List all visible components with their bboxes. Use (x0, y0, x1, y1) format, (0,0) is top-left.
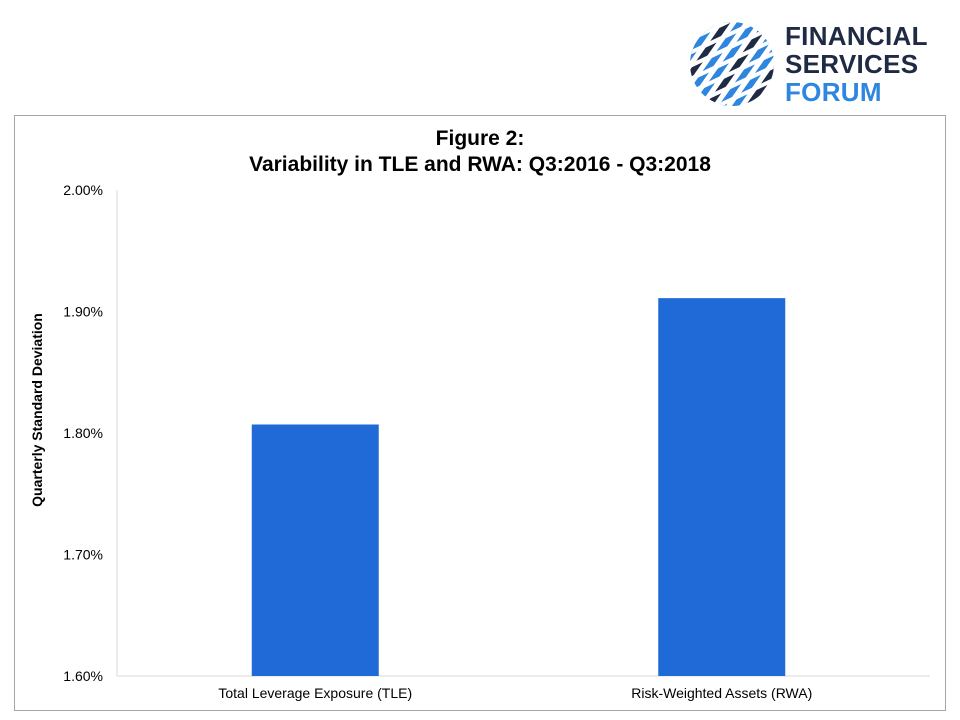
y-tick-label: 1.60% (63, 668, 103, 684)
y-tick-labels: 1.60% 1.70% 1.80% 1.90% 2.00% (63, 182, 103, 684)
x-tick-labels: Total Leverage Exposure (TLE) Risk-Weight… (218, 685, 812, 701)
logo-wordmark: FINANCIAL SERVICES FORUM (785, 22, 928, 106)
chart-axes (116, 190, 930, 677)
logo-line-services: SERVICES (785, 49, 919, 79)
y-axis-label: Quarterly Standard Deviation (29, 313, 45, 507)
y-tick-label: 2.00% (63, 182, 103, 198)
chart-title-line-1: Figure 2: (435, 127, 525, 150)
bar-1 (251, 424, 379, 676)
y-tick-label: 1.70% (63, 547, 103, 563)
chart-title-line-2: Variability in TLE and RWA: Q3:2016 - Q3… (249, 153, 711, 176)
financial-services-forum-logo: FINANCIAL SERVICES FORUM (688, 20, 948, 110)
bar-2 (658, 298, 786, 676)
chart-title: Figure 2: Variability in TLE and RWA: Q3… (14, 126, 946, 178)
globe-logo-icon (690, 22, 774, 106)
x-tick-label: Total Leverage Exposure (TLE) (218, 685, 412, 701)
y-tick-label: 1.80% (63, 425, 103, 441)
chart-frame (14, 115, 946, 711)
logo-line-forum: FORUM (785, 77, 882, 107)
chart-bars (251, 298, 786, 676)
x-tick-label: Risk-Weighted Assets (RWA) (631, 685, 812, 701)
logo-line-financial: FINANCIAL (785, 21, 928, 51)
y-tick-label: 1.90% (63, 304, 103, 320)
